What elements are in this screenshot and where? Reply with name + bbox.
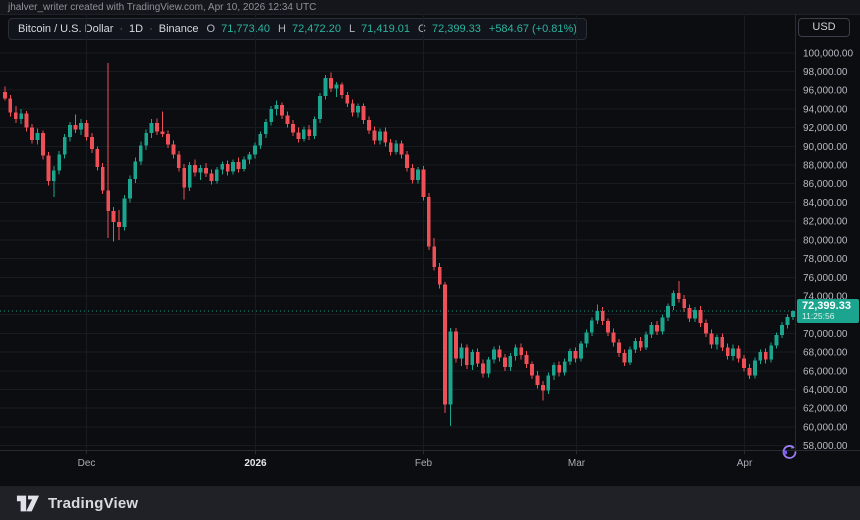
currency-toggle-button[interactable]: USD [798,18,850,37]
symbol-title: Bitcoin / U.S. Dollar [18,23,114,35]
close-label: C [418,23,426,35]
price-axis-label: 78,000.00 [803,254,848,265]
price-axis-label: 58,000.00 [803,441,848,452]
price-axis-label: 60,000.00 [803,422,848,433]
close-value: 72,399.33 [431,23,481,35]
price-axis-label: 86,000.00 [803,179,848,190]
attribution-bar: jhalver_writer created with TradingView.… [0,0,860,15]
price-axis-label: 88,000.00 [803,161,848,172]
low-label: L [348,23,356,35]
attribution-text: jhalver_writer created with TradingView.… [8,1,317,13]
legend-separator: · [119,23,124,35]
high-value: 72,472.20 [292,23,341,35]
footer-bar: TradingView [0,486,860,520]
price-axis-label: 96,000.00 [803,86,848,97]
price-axis-label: 70,000.00 [803,329,848,340]
low-value: 71,419.01 [361,23,410,35]
legend-separator: · [149,23,153,35]
time-axis-label: Mar [568,458,586,469]
open-value: 71,773.40 [221,23,271,35]
high-label: H [278,23,286,35]
price-axis-label: 80,000.00 [803,235,848,246]
bar-countdown: 11:25:56 [802,311,835,322]
tradingview-wordmark[interactable]: TradingView [48,494,139,512]
price-axis-label: 82,000.00 [803,217,848,228]
price-axis-label: 90,000.00 [803,142,848,153]
price-axis-label: 66,000.00 [803,366,848,377]
last-price-value: 72,399.33 [802,299,851,312]
time-axis-label: 2026 [244,458,267,469]
price-axis-label: 92,000.00 [803,123,848,134]
last-price-badge: 72,399.33 11:25:56 [797,298,859,323]
time-axis-label: Apr [737,458,753,469]
price-axis-label: 64,000.00 [803,385,848,396]
price-axis-label: 100,000.00 [803,48,853,59]
exchange-label: Binance [158,23,199,35]
time-axis-label: Dec [78,458,96,469]
interval-label: 1D [129,23,144,35]
symbol-legend[interactable]: Bitcoin / U.S. Dollar · 1D · Binance O 7… [8,18,587,40]
purple-cursor-icon [782,445,797,459]
price-axis-label: 84,000.00 [803,198,848,209]
open-label: O [206,23,216,35]
price-axis-label: 98,000.00 [803,67,848,78]
price-axis-label: 76,000.00 [803,273,848,284]
price-axis-label: 68,000.00 [803,348,848,359]
price-axis-label: 62,000.00 [803,404,848,415]
time-axis-label: Feb [415,458,433,469]
tradingview-logo-icon[interactable] [16,494,40,513]
price-axis-label: 94,000.00 [803,104,848,115]
change-value: +584.67 (+0.81%) [488,23,577,35]
price-axis-label: 74,000.00 [803,291,848,302]
